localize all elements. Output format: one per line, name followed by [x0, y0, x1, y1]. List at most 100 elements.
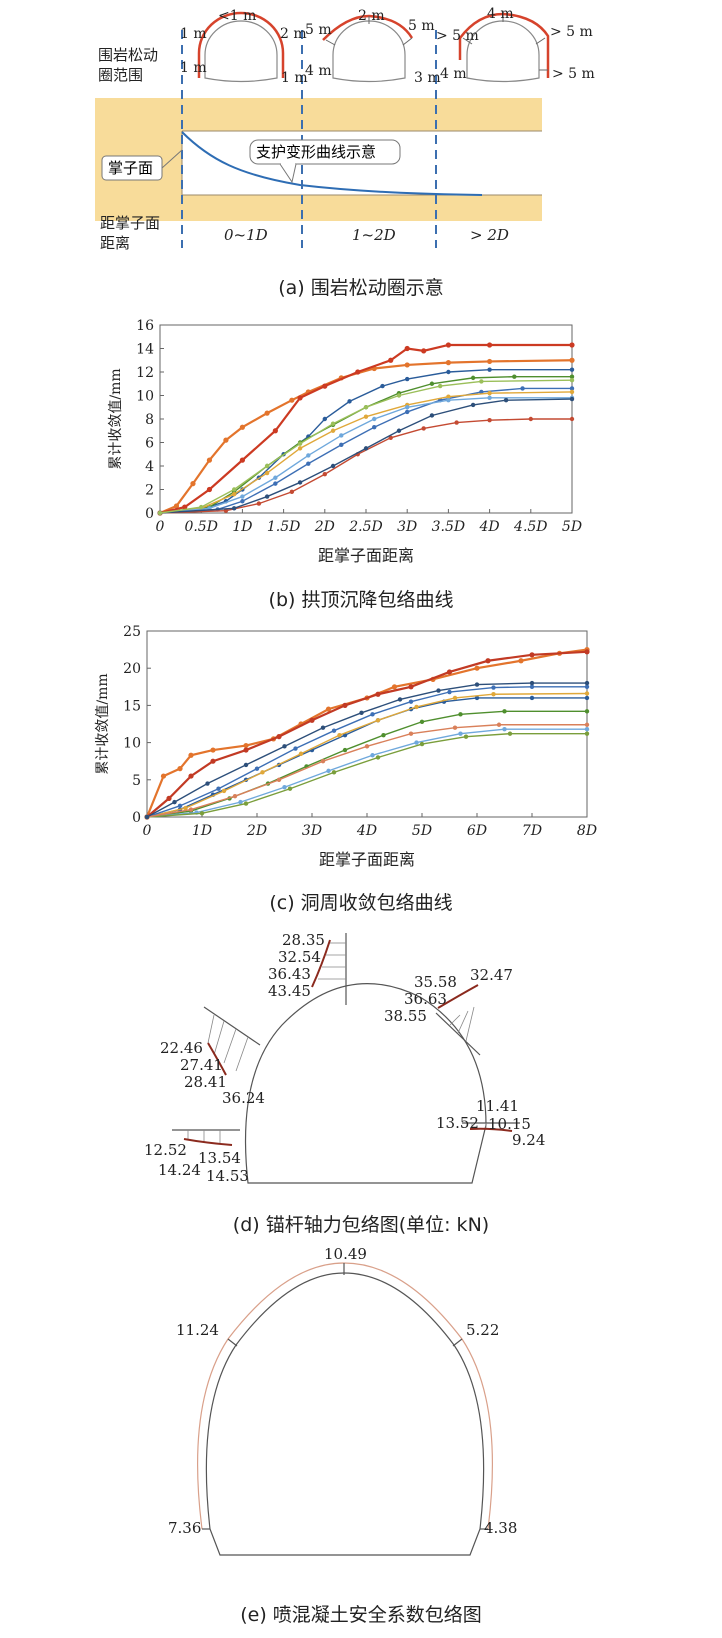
data-point: [205, 781, 210, 786]
data-point: [487, 390, 492, 396]
safety-label-crown: 10.49: [324, 1245, 367, 1263]
data-point: [380, 383, 385, 389]
data-point: [437, 383, 443, 389]
series-line-s2: [159, 343, 572, 515]
y-tick-label: 15: [123, 698, 141, 714]
data-point: [243, 801, 249, 806]
zone-label-1-2d: 1~2D: [352, 226, 396, 244]
data-point: [446, 394, 451, 399]
y-tick-label: 0: [132, 810, 141, 826]
data-point: [404, 362, 410, 368]
data-point: [404, 345, 410, 352]
y-tick-label: 16: [136, 318, 154, 334]
data-point: [264, 470, 270, 476]
data-point: [529, 680, 535, 686]
data-point: [232, 793, 238, 799]
y-tick-label: 6: [145, 436, 154, 452]
data-point: [507, 731, 513, 736]
data-point: [518, 658, 524, 664]
data-point: [474, 682, 480, 687]
data-point: [569, 386, 575, 391]
y-tick-label: 12: [136, 365, 154, 381]
data-point: [569, 357, 575, 363]
y-tick-label: 2: [145, 483, 154, 499]
data-point: [470, 375, 476, 381]
data-point: [325, 706, 332, 712]
shotcrete-safety-diagram: 10.49 11.24 5.22 7.36 4.38: [168, 1245, 517, 1556]
data-point: [512, 374, 517, 379]
distance-label-line1: 距掌子面: [100, 214, 160, 232]
data-point: [569, 389, 575, 395]
data-point: [297, 480, 303, 485]
panel-d: 28.35 32.54 36.43 43.45 35.58 32.47 36.6…: [0, 925, 722, 1245]
data-point: [529, 684, 535, 689]
data-point: [206, 486, 213, 493]
tunnel-section-2: [322, 14, 414, 83]
safety-label-upper-left: 11.24: [176, 1321, 219, 1339]
data-point: [363, 405, 369, 410]
loose-zone-label-line2: 圈范围: [98, 66, 143, 84]
data-point: [372, 416, 377, 422]
data-point: [381, 732, 386, 738]
x-tick-label: 3D: [397, 519, 417, 535]
data-point: [216, 786, 221, 791]
series-line-s8: [146, 732, 587, 818]
perimeter-convergence-chart: 0 1D 2D 3D 4D 5D 6D 7D 8D 0 5 10 15 20 25 距掌子面距离 累计收敛值/m…: [95, 624, 597, 869]
data-point: [160, 773, 167, 779]
t1-left-side-label: 1 m: [180, 60, 207, 76]
series-line-s3: [159, 368, 572, 514]
data-point: [297, 395, 303, 401]
data-point: [223, 437, 229, 443]
data-point: [375, 755, 381, 760]
bolt-label: 28.41: [184, 1073, 227, 1091]
data-point: [177, 803, 183, 809]
data-point: [264, 410, 270, 416]
data-point: [337, 732, 342, 738]
data-point: [355, 369, 361, 375]
data-point: [491, 692, 496, 697]
envelope-outline: [196, 1262, 494, 1530]
data-point: [375, 691, 381, 697]
caption-c: (c) 洞周收敛包络曲线: [269, 892, 453, 914]
data-point: [584, 731, 590, 736]
data-point: [289, 397, 295, 403]
bolt-label: 36.63: [404, 990, 447, 1008]
data-point: [396, 428, 402, 433]
data-point: [331, 770, 337, 775]
data-point: [282, 785, 287, 790]
data-point: [487, 342, 493, 348]
x-tick-label: 2D: [314, 519, 335, 535]
y-tick-label: 10: [123, 736, 141, 752]
data-point: [408, 684, 414, 690]
panel-e: 10.49 11.24 5.22 7.36 4.38 (e) 喷混凝土安全系数包…: [0, 1245, 722, 1638]
x-tick-label: 0: [143, 823, 152, 839]
data-point: [322, 472, 327, 477]
t2-left-top-label: 5 m: [305, 22, 332, 38]
x-tick-label: 6D: [467, 823, 487, 839]
data-point: [297, 441, 303, 446]
data-point: [238, 799, 243, 805]
panel-a: <1 m 1 m 2 m 1 m 1 m 2 m 5 m 5 m 4 m 3 m…: [0, 0, 722, 300]
y-tick-label: 10: [136, 389, 154, 405]
data-point: [520, 386, 525, 391]
t3-right-side-label: > 5 m: [552, 66, 595, 82]
y-tick-label: 4: [145, 459, 154, 475]
x-axis-label: 距掌子面距离: [319, 850, 415, 869]
data-point: [421, 348, 427, 354]
data-point: [243, 762, 249, 768]
tunnel-section-1: [197, 11, 285, 83]
data-point: [503, 398, 509, 403]
support-deformation-curve: [181, 131, 483, 196]
data-point: [363, 446, 369, 451]
data-point: [239, 424, 245, 430]
data-point: [408, 699, 414, 704]
data-point: [231, 492, 237, 497]
data-point: [289, 489, 295, 495]
data-point: [172, 799, 177, 805]
bolt-label: 27.41: [180, 1056, 223, 1074]
data-point: [375, 718, 381, 723]
distance-label-line2: 距离: [100, 234, 130, 252]
x-axis-label: 距掌子面距离: [318, 546, 414, 565]
panel-c: 0 1D 2D 3D 4D 5D 6D 7D 8D 0 5 10 15 20 25 距掌子面距离 累计收敛值/m…: [0, 618, 722, 923]
bolt-label: 11.41: [476, 1097, 519, 1115]
